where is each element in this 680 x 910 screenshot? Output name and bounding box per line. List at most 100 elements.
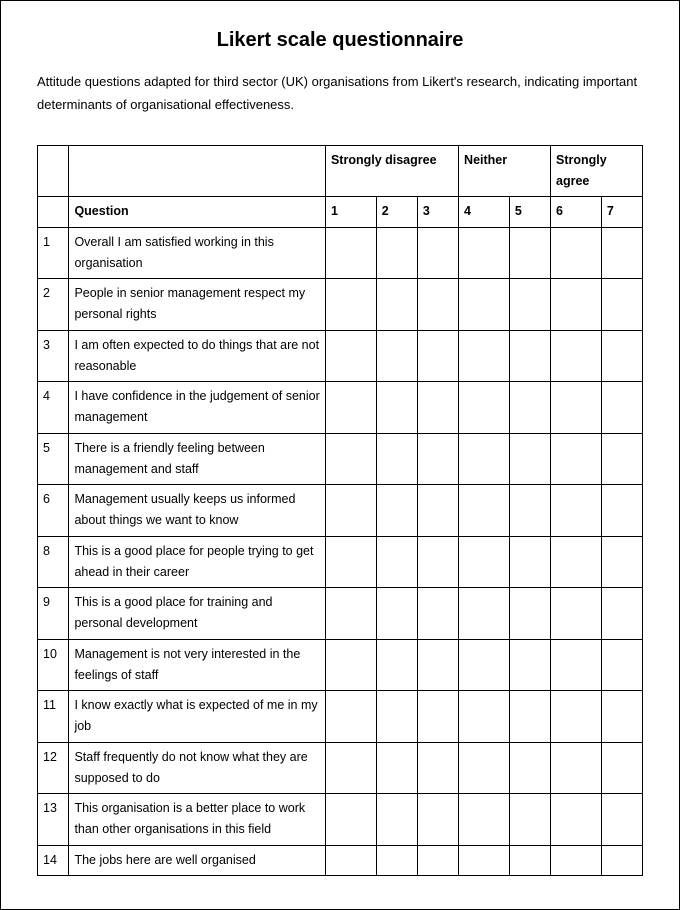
- response-cell[interactable]: [376, 845, 417, 875]
- response-cell[interactable]: [601, 433, 642, 485]
- response-cell[interactable]: [459, 330, 510, 382]
- response-cell[interactable]: [417, 433, 458, 485]
- response-cell[interactable]: [601, 794, 642, 846]
- response-cell[interactable]: [325, 330, 376, 382]
- question-number: 1: [38, 227, 69, 279]
- response-cell[interactable]: [417, 742, 458, 794]
- response-cell[interactable]: [551, 588, 602, 640]
- response-cell[interactable]: [459, 485, 510, 537]
- response-cell[interactable]: [417, 691, 458, 743]
- response-cell[interactable]: [601, 536, 642, 588]
- response-cell[interactable]: [376, 227, 417, 279]
- response-cell[interactable]: [551, 227, 602, 279]
- response-cell[interactable]: [325, 794, 376, 846]
- response-cell[interactable]: [601, 691, 642, 743]
- response-cell[interactable]: [325, 742, 376, 794]
- response-cell[interactable]: [459, 691, 510, 743]
- response-cell[interactable]: [376, 279, 417, 331]
- header-group-disagree: Strongly disagree: [325, 145, 458, 197]
- response-cell[interactable]: [601, 845, 642, 875]
- response-cell[interactable]: [509, 691, 550, 743]
- response-cell[interactable]: [601, 588, 642, 640]
- response-cell[interactable]: [509, 279, 550, 331]
- response-cell[interactable]: [509, 536, 550, 588]
- response-cell[interactable]: [509, 588, 550, 640]
- response-cell[interactable]: [325, 536, 376, 588]
- response-cell[interactable]: [459, 227, 510, 279]
- response-cell[interactable]: [551, 433, 602, 485]
- response-cell[interactable]: [601, 485, 642, 537]
- response-cell[interactable]: [376, 588, 417, 640]
- header-blank-question: [69, 145, 326, 197]
- response-cell[interactable]: [325, 845, 376, 875]
- response-cell[interactable]: [417, 279, 458, 331]
- response-cell[interactable]: [551, 382, 602, 434]
- response-cell[interactable]: [376, 433, 417, 485]
- response-cell[interactable]: [459, 536, 510, 588]
- response-cell[interactable]: [459, 382, 510, 434]
- response-cell[interactable]: [551, 742, 602, 794]
- response-cell[interactable]: [509, 794, 550, 846]
- table-row: 1Overall I am satisfied working in this …: [38, 227, 643, 279]
- response-cell[interactable]: [417, 639, 458, 691]
- response-cell[interactable]: [459, 279, 510, 331]
- response-cell[interactable]: [601, 382, 642, 434]
- response-cell[interactable]: [376, 330, 417, 382]
- response-cell[interactable]: [376, 742, 417, 794]
- response-cell[interactable]: [459, 742, 510, 794]
- response-cell[interactable]: [551, 639, 602, 691]
- response-cell[interactable]: [551, 794, 602, 846]
- response-cell[interactable]: [509, 227, 550, 279]
- response-cell[interactable]: [325, 691, 376, 743]
- response-cell[interactable]: [601, 227, 642, 279]
- response-cell[interactable]: [325, 279, 376, 331]
- response-cell[interactable]: [325, 382, 376, 434]
- question-text: This is a good place for training and pe…: [69, 588, 326, 640]
- response-cell[interactable]: [551, 691, 602, 743]
- table-header-scale-row: Question 1 2 3 4 5 6 7: [38, 197, 643, 227]
- response-cell[interactable]: [325, 588, 376, 640]
- response-cell[interactable]: [551, 330, 602, 382]
- question-text: Staff frequently do not know what they a…: [69, 742, 326, 794]
- response-cell[interactable]: [417, 845, 458, 875]
- response-cell[interactable]: [509, 639, 550, 691]
- response-cell[interactable]: [551, 485, 602, 537]
- response-cell[interactable]: [459, 794, 510, 846]
- response-cell[interactable]: [459, 845, 510, 875]
- response-cell[interactable]: [459, 639, 510, 691]
- response-cell[interactable]: [417, 330, 458, 382]
- response-cell[interactable]: [601, 330, 642, 382]
- response-cell[interactable]: [601, 742, 642, 794]
- response-cell[interactable]: [376, 536, 417, 588]
- response-cell[interactable]: [376, 639, 417, 691]
- response-cell[interactable]: [325, 433, 376, 485]
- response-cell[interactable]: [376, 382, 417, 434]
- response-cell[interactable]: [325, 485, 376, 537]
- response-cell[interactable]: [417, 536, 458, 588]
- response-cell[interactable]: [417, 588, 458, 640]
- response-cell[interactable]: [601, 279, 642, 331]
- response-cell[interactable]: [325, 227, 376, 279]
- response-cell[interactable]: [509, 382, 550, 434]
- response-cell[interactable]: [601, 639, 642, 691]
- response-cell[interactable]: [509, 742, 550, 794]
- response-cell[interactable]: [509, 845, 550, 875]
- response-cell[interactable]: [376, 691, 417, 743]
- response-cell[interactable]: [325, 639, 376, 691]
- response-cell[interactable]: [417, 227, 458, 279]
- response-cell[interactable]: [417, 794, 458, 846]
- response-cell[interactable]: [551, 536, 602, 588]
- response-cell[interactable]: [376, 485, 417, 537]
- response-cell[interactable]: [417, 382, 458, 434]
- response-cell[interactable]: [551, 279, 602, 331]
- response-cell[interactable]: [459, 588, 510, 640]
- response-cell[interactable]: [376, 794, 417, 846]
- header-group-agree: Strongly agree: [551, 145, 643, 197]
- response-cell[interactable]: [551, 845, 602, 875]
- response-cell[interactable]: [509, 330, 550, 382]
- response-cell[interactable]: [509, 433, 550, 485]
- response-cell[interactable]: [417, 485, 458, 537]
- response-cell[interactable]: [459, 433, 510, 485]
- scale-1: 1: [325, 197, 376, 227]
- response-cell[interactable]: [509, 485, 550, 537]
